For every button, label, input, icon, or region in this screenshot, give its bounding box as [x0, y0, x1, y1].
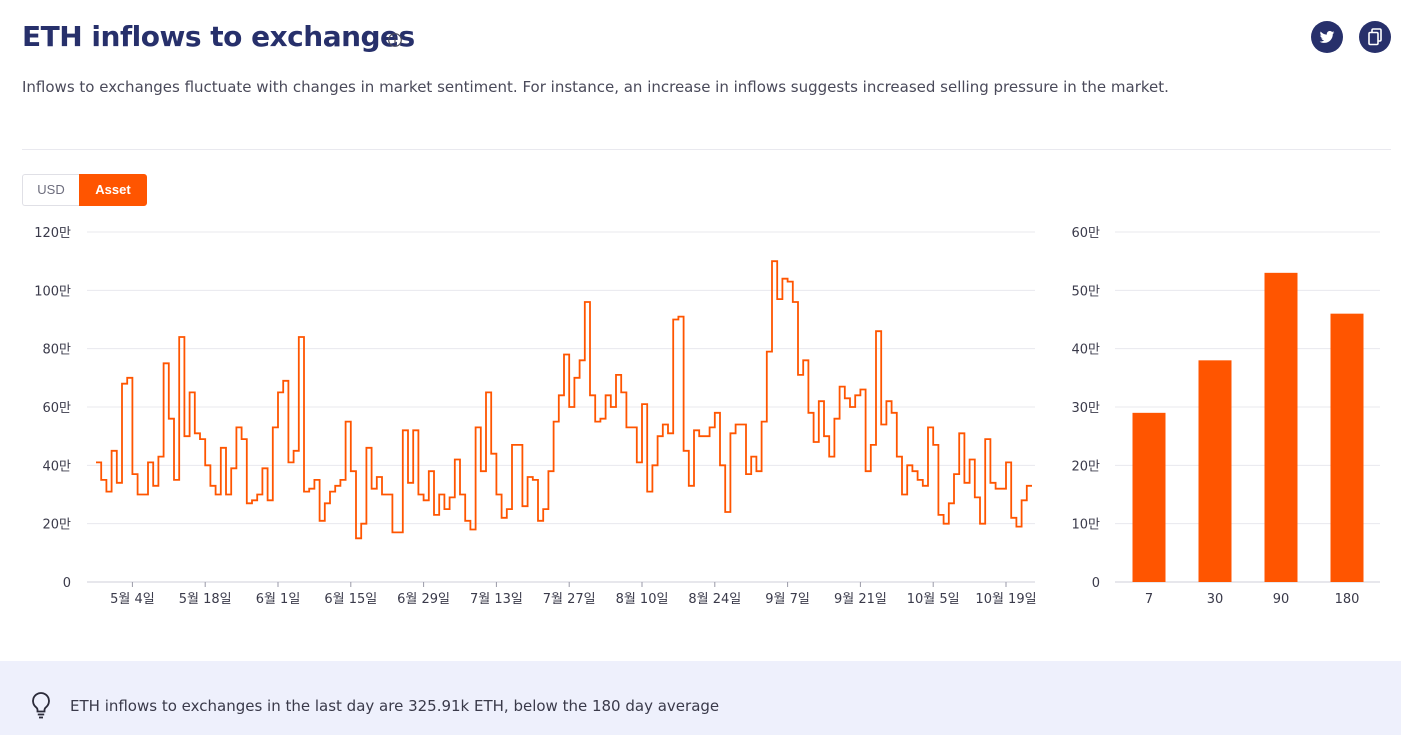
x-tick-label: 6월 1일: [256, 592, 301, 607]
y-tick-label: 10만: [1071, 518, 1100, 533]
x-tick-label: 7월 13일: [470, 592, 523, 607]
copy-icon: [1368, 28, 1382, 46]
asset-toggle-button[interactable]: Asset: [79, 174, 147, 206]
insight-banner: ETH inflows to exchanges in the last day…: [0, 661, 1401, 735]
x-tick-label: 8월 24일: [688, 592, 741, 607]
x-tick-label: 7월 27일: [543, 592, 596, 607]
average-bar-chart: 0 10만 20만 30만 40만 50만 60만 7 30 90 180: [1071, 226, 1380, 607]
usd-toggle-button[interactable]: USD: [22, 174, 79, 206]
x-tick-label: 7: [1145, 592, 1153, 607]
x-tick-label: 9월 21일: [834, 592, 887, 607]
x-tick-label: 6월 29일: [397, 592, 450, 607]
x-tick-label: 30: [1207, 592, 1224, 607]
page-title: ETH inflows to exchanges: [22, 20, 415, 53]
x-tick-label: 5월 4일: [110, 592, 155, 607]
y-tick-label: 100만: [34, 284, 71, 299]
inflow-series-line: [96, 260, 1032, 540]
twitter-icon: [1319, 31, 1335, 43]
y-tick-label: 20만: [1071, 459, 1100, 474]
section-divider: [22, 149, 1391, 150]
y-tick-label: 120만: [34, 226, 71, 241]
bar-180-day: [1330, 313, 1364, 582]
page-subtitle: Inflows to exchanges fluctuate with chan…: [22, 78, 1169, 96]
y-tick-label: 0: [1092, 576, 1100, 591]
inflows-line-chart: 0 20만 40만 60만 80만 100만 120만 5월 4일 5월 18일 6월 1일 6월 …: [34, 226, 1036, 607]
lightbulb-icon: [32, 692, 50, 719]
y-tick-label: 80만: [42, 343, 71, 358]
y-tick-label: 40만: [42, 459, 71, 474]
y-tick-label: 60만: [42, 401, 71, 416]
x-tick-label: 6월 15일: [324, 592, 377, 607]
y-tick-label: 60만: [1071, 226, 1100, 241]
twitter-share-button[interactable]: [1311, 21, 1343, 53]
x-tick-label: 8월 10일: [616, 592, 669, 607]
x-tick-label: 90: [1273, 592, 1290, 607]
y-tick-label: 50만: [1071, 284, 1100, 299]
info-icon[interactable]: [387, 32, 403, 48]
y-tick-label: 30만: [1071, 401, 1100, 416]
y-tick-label: 40만: [1071, 343, 1100, 358]
copy-link-button[interactable]: [1359, 21, 1391, 53]
bar-7-day: [1132, 412, 1166, 582]
bar-90-day: [1264, 272, 1298, 582]
y-tick-label: 20만: [42, 518, 71, 533]
bar-30-day: [1198, 360, 1232, 582]
x-tick-label: 5월 18일: [179, 592, 232, 607]
x-tick-label: 10월 5일: [907, 592, 960, 607]
x-tick-label: 180: [1335, 592, 1360, 607]
insight-text: ETH inflows to exchanges in the last day…: [70, 697, 720, 715]
x-tick-label: 10월 19일: [975, 592, 1036, 607]
y-tick-label: 0: [63, 576, 71, 591]
x-tick-label: 9월 7일: [765, 592, 810, 607]
charts-area: 0 20만 40만 60만 80만 100만 120만 5월 4일 5월 18일 6월 1일 6월 …: [34, 226, 1380, 607]
unit-toggle: USD Asset: [22, 174, 147, 206]
